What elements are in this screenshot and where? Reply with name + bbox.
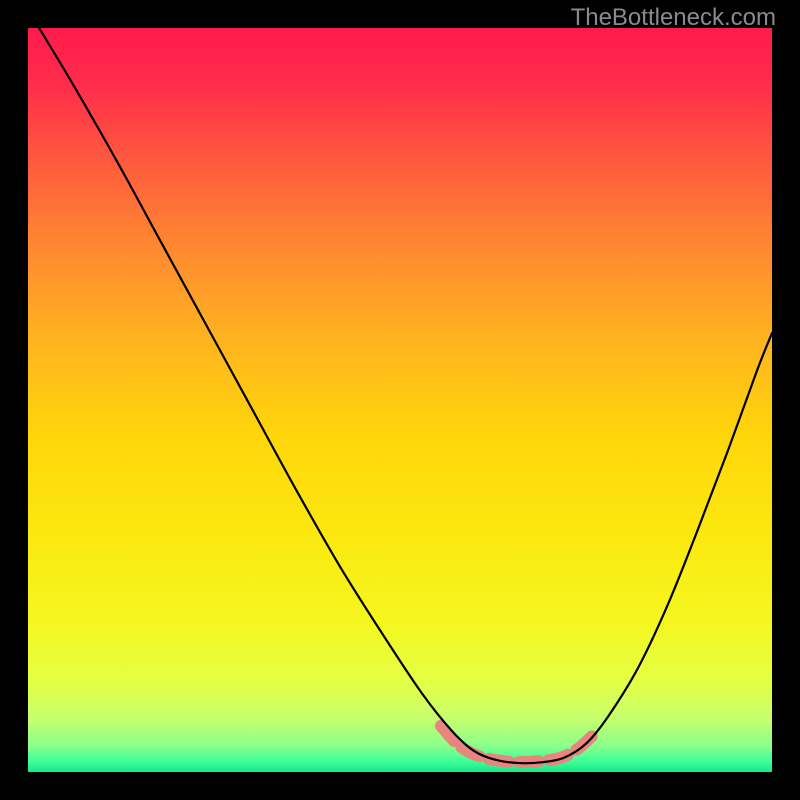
plot-area bbox=[28, 28, 772, 772]
watermark-text: TheBottleneck.com bbox=[571, 4, 776, 32]
chart-stage: TheBottleneck.com bbox=[0, 0, 800, 800]
bottleneck-curve bbox=[39, 28, 772, 763]
curve-overlay bbox=[28, 28, 772, 772]
